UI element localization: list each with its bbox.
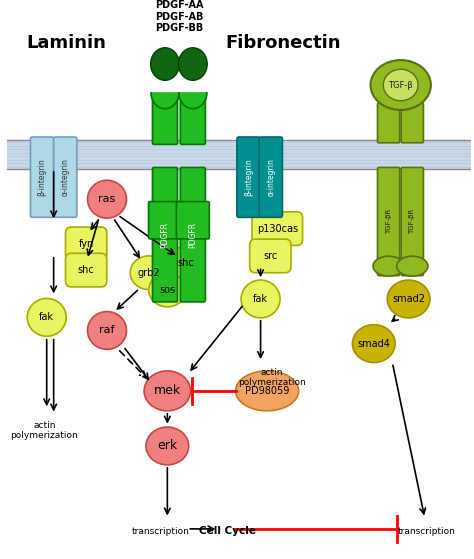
FancyBboxPatch shape [259, 137, 283, 217]
Ellipse shape [27, 299, 66, 337]
Text: src: src [263, 251, 277, 261]
FancyBboxPatch shape [252, 212, 302, 245]
FancyBboxPatch shape [180, 168, 205, 302]
Text: sos: sos [159, 285, 175, 295]
Ellipse shape [88, 181, 127, 218]
Text: PDGFR: PDGFR [161, 221, 170, 248]
FancyBboxPatch shape [30, 137, 54, 217]
Text: p130cas: p130cas [257, 224, 298, 234]
Ellipse shape [236, 371, 299, 411]
Ellipse shape [383, 69, 418, 101]
FancyBboxPatch shape [54, 137, 77, 217]
Ellipse shape [179, 48, 207, 80]
FancyBboxPatch shape [153, 99, 178, 144]
FancyBboxPatch shape [176, 202, 210, 239]
FancyBboxPatch shape [401, 168, 423, 276]
Text: grb2: grb2 [137, 268, 160, 278]
Text: PD98059: PD98059 [245, 386, 289, 396]
Text: shc: shc [178, 258, 194, 268]
Ellipse shape [149, 273, 186, 307]
Text: Cell Cycle: Cell Cycle [199, 526, 256, 536]
FancyBboxPatch shape [250, 239, 291, 273]
Text: erk: erk [157, 439, 177, 452]
Text: smad2: smad2 [392, 294, 425, 304]
Ellipse shape [397, 256, 428, 276]
Text: TGF-βR: TGF-βR [386, 209, 392, 234]
Ellipse shape [167, 247, 204, 280]
FancyBboxPatch shape [237, 137, 260, 217]
Text: fak: fak [39, 312, 54, 323]
Text: TGF-β: TGF-β [388, 80, 413, 89]
Text: PDGF-AA
PDGF-AB
PDGF-BB: PDGF-AA PDGF-AB PDGF-BB [155, 0, 203, 34]
Ellipse shape [241, 280, 280, 318]
Text: α-integrin: α-integrin [61, 158, 70, 196]
Text: TGF-βR: TGF-βR [410, 209, 415, 234]
Text: actin
polymerization: actin polymerization [238, 368, 306, 387]
Ellipse shape [353, 325, 395, 362]
Text: α-integrin: α-integrin [266, 158, 275, 196]
Ellipse shape [130, 256, 167, 290]
FancyBboxPatch shape [180, 99, 205, 144]
Ellipse shape [373, 256, 404, 276]
Text: β-integrin: β-integrin [37, 158, 46, 196]
Text: ras: ras [99, 194, 116, 204]
FancyBboxPatch shape [377, 168, 400, 276]
Text: smad4: smad4 [357, 339, 390, 349]
FancyBboxPatch shape [65, 227, 107, 260]
Text: Fibronectin: Fibronectin [225, 34, 341, 52]
Ellipse shape [151, 48, 179, 80]
Text: PDGFR: PDGFR [188, 221, 197, 248]
Text: fyn: fyn [79, 239, 94, 249]
FancyBboxPatch shape [153, 168, 178, 302]
Ellipse shape [144, 371, 191, 411]
Text: β-integrin: β-integrin [244, 158, 253, 196]
Polygon shape [151, 93, 179, 108]
Text: transcription: transcription [131, 527, 189, 536]
FancyBboxPatch shape [148, 202, 182, 239]
Text: shc: shc [78, 265, 94, 275]
Ellipse shape [146, 427, 189, 465]
Text: Laminin: Laminin [27, 34, 107, 52]
FancyBboxPatch shape [7, 140, 471, 169]
FancyBboxPatch shape [377, 103, 400, 143]
Text: transcription: transcription [398, 527, 456, 536]
Polygon shape [179, 93, 207, 108]
FancyBboxPatch shape [401, 103, 423, 143]
Text: raf: raf [99, 325, 115, 335]
Ellipse shape [371, 60, 431, 110]
FancyBboxPatch shape [65, 253, 107, 287]
Text: mek: mek [154, 385, 181, 397]
Text: fak: fak [253, 294, 268, 304]
Ellipse shape [88, 311, 127, 349]
Text: actin
polymerization: actin polymerization [10, 420, 78, 440]
Ellipse shape [387, 280, 430, 318]
